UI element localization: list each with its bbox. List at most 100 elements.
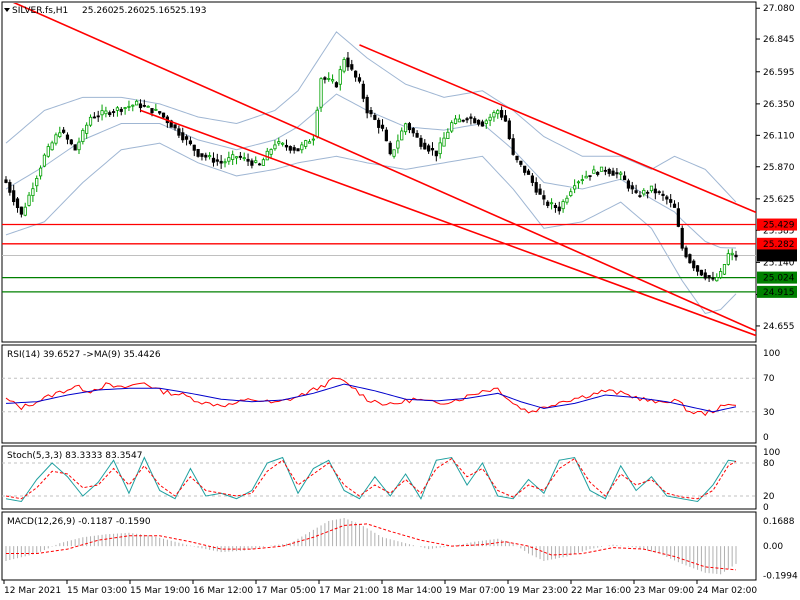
candle-body — [292, 147, 296, 151]
candle-body — [181, 132, 185, 141]
candle-body — [46, 146, 50, 157]
candle-body — [330, 79, 335, 82]
candle-body — [277, 141, 281, 144]
rsi-panel-frame — [1, 344, 757, 444]
time-axis: 12 Mar 2021 15 Mar 03:00 15 Mar 19:00 16 Ma… — [3, 580, 757, 596]
candle-body — [54, 134, 58, 144]
price-tick-label: 25.140 — [763, 258, 795, 268]
candle-body — [711, 277, 715, 280]
candle-body — [730, 252, 734, 255]
candle-body — [626, 180, 631, 189]
candle-body — [630, 185, 634, 190]
current-price-box — [757, 249, 797, 262]
candle-body — [419, 137, 423, 147]
candle-body — [231, 154, 235, 160]
candle-body — [588, 175, 592, 178]
price-tick-label: 27.080 — [763, 4, 795, 14]
candle-body — [161, 112, 166, 118]
candle-body — [427, 145, 431, 152]
candle-body — [92, 116, 96, 119]
candle-body — [596, 171, 600, 175]
level-price-label: 24.915 — [763, 288, 795, 298]
candle-body — [453, 118, 458, 124]
dropdown-triangle-icon[interactable] — [4, 8, 10, 12]
candle-body — [665, 196, 669, 200]
candle-body — [515, 155, 519, 161]
candle-body — [150, 108, 154, 114]
candle-body — [69, 139, 73, 145]
candle-body — [50, 142, 54, 151]
macd-signal-line — [6, 523, 737, 571]
candle-body — [35, 178, 39, 187]
stoch-panel-frame — [1, 445, 757, 510]
candle-body — [4, 179, 8, 183]
candle-body — [284, 144, 289, 148]
candle-body — [58, 132, 62, 138]
trend-line-2 — [359, 44, 756, 214]
candle-body — [173, 124, 177, 129]
candle-body — [388, 142, 392, 155]
candle-body — [469, 116, 473, 119]
candle-body — [657, 191, 661, 194]
candle-body — [496, 110, 500, 115]
candle-body — [108, 112, 112, 116]
axis-tick-label: 0 — [763, 503, 769, 513]
candle-body — [357, 77, 362, 82]
candle-body — [695, 265, 700, 272]
candle-body — [296, 148, 300, 152]
candle-body — [569, 191, 573, 196]
candle-body — [192, 144, 196, 151]
candle-body — [384, 129, 388, 142]
candle-body — [219, 160, 223, 164]
candle-body — [281, 142, 285, 145]
candle-body — [88, 116, 93, 126]
candle-body — [127, 105, 131, 108]
time-tick-label: 17 Mar 05:00 — [256, 586, 316, 596]
candle-body — [507, 120, 511, 140]
candle-body — [354, 70, 358, 78]
candle-body — [580, 179, 584, 181]
bollinger-lower — [5, 142, 737, 315]
candle-body — [238, 155, 242, 158]
candle-body — [699, 269, 704, 276]
candle-body — [196, 149, 200, 157]
candle-body — [676, 208, 680, 227]
time-tick-label: 22 Mar 16:00 — [571, 586, 631, 596]
candle-body — [142, 105, 146, 107]
candle-body — [722, 264, 727, 275]
rsi-line — [5, 377, 737, 417]
level-price-box — [757, 218, 797, 231]
candle-body — [411, 128, 415, 134]
candle-body — [492, 112, 496, 118]
current-price-label: 25.193 — [763, 251, 795, 261]
candle-body — [611, 170, 615, 176]
candle-body — [392, 149, 396, 157]
ohlc-open: 25.260 — [82, 6, 114, 16]
candle-body — [131, 104, 135, 107]
candle-body — [307, 141, 312, 144]
price-panel — [2, 3, 756, 337]
candle-body — [254, 160, 258, 163]
candle-body — [542, 195, 546, 200]
candle-body — [403, 123, 408, 133]
candle-body — [446, 131, 450, 139]
candle-body — [565, 197, 569, 203]
candle-body — [715, 277, 719, 282]
candle-body — [607, 168, 611, 174]
candle-body — [38, 167, 43, 177]
macd-label: MACD(12,26,9) -0.1187 -0.1590 — [7, 517, 151, 527]
candle-body — [361, 83, 365, 99]
candle-body — [726, 253, 730, 265]
level-price-box — [757, 237, 797, 250]
candle-body — [123, 107, 127, 109]
candle-body — [680, 227, 684, 249]
axis-tick-label: 0 — [763, 433, 769, 443]
candle-body — [461, 119, 465, 122]
time-tick-label: 12 Mar 2021 — [4, 586, 61, 596]
rsi-ma-line — [5, 383, 737, 413]
time-tick-label: 17 Mar 21:00 — [319, 586, 379, 596]
candle-body — [622, 175, 627, 181]
candle-body — [465, 118, 469, 121]
